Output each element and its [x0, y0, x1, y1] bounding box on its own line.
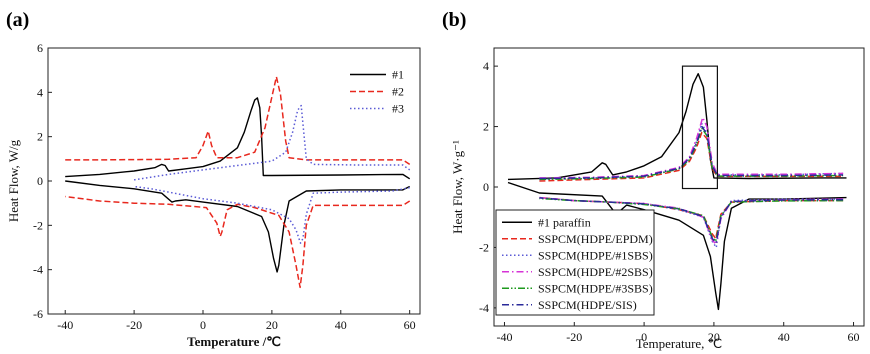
series-line-sspcm-hdpe-sis-heating — [539, 125, 844, 180]
series-line-1-paraffin-cooling — [507, 181, 847, 311]
y-tick-label: 0 — [483, 180, 489, 194]
panel-a-label: (a) — [6, 9, 29, 31]
legend-label: #3 — [392, 102, 404, 116]
y-tick-label: -2 — [33, 218, 43, 232]
panel-b-x-axis-title: Temperature, ℃ — [636, 336, 723, 351]
x-tick-label: 0 — [200, 318, 206, 332]
series-line-3-cooling — [134, 185, 410, 244]
panel-b-y-axis-title: Heat Flow, W·g⁻¹ — [450, 140, 465, 234]
legend-label: SSPCM(HDPE/#3SBS) — [538, 281, 653, 295]
x-tick-label: 20 — [708, 330, 720, 344]
series-line-sspcm-hdpe-sis-cooling — [539, 197, 844, 244]
panel-a-legend: #1 #2 #3 — [350, 68, 404, 116]
panel-a-x-axis-title: Temperature /℃ — [187, 334, 281, 349]
y-tick-label: -6 — [33, 307, 43, 321]
legend-label: SSPCM(HDPE/#1SBS) — [538, 248, 653, 262]
x-tick-label: 60 — [848, 330, 860, 344]
y-tick-label: 0 — [37, 174, 43, 188]
legend-label: SSPCM(HDPE/SIS) — [538, 298, 637, 312]
x-tick-label: -20 — [566, 330, 582, 344]
x-tick-label: 40 — [778, 330, 790, 344]
series-line-sspcm-hdpe-epdm-heating — [539, 131, 844, 182]
series-line-2-cooling — [65, 195, 411, 289]
x-tick-label: -40 — [496, 330, 512, 344]
legend-label: #1 paraffin — [538, 215, 591, 229]
y-tick-label: -4 — [33, 263, 43, 277]
panel-b-label: (b) — [442, 9, 466, 31]
y-tick-label: 6 — [37, 41, 43, 55]
legend-label: SSPCM(HDPE/#2SBS) — [538, 265, 653, 279]
panel-b-legend: #1 paraffin SSPCM(HDPE/EPDM) SSPCM(HDPE/#1… — [495, 209, 655, 316]
y-tick-label: 2 — [483, 120, 489, 134]
y-tick-label: 4 — [37, 85, 43, 99]
legend-label: #2 — [392, 85, 404, 99]
x-tick-label: -20 — [126, 318, 142, 332]
panel-a-frame — [47, 47, 421, 315]
series-line-3-heating — [133, 104, 411, 181]
panel-a-y-axis-title: Heat Flow, W/g — [6, 139, 21, 222]
x-tick-label: 0 — [641, 330, 647, 344]
series-line-1-heating — [65, 97, 411, 180]
series-line-1-paraffin-heating — [507, 73, 847, 181]
legend-frame — [495, 209, 655, 316]
x-tick-label: 40 — [335, 318, 347, 332]
y-tick-label: -4 — [479, 301, 489, 315]
series-line-1-cooling — [65, 180, 411, 273]
x-tick-label: 60 — [404, 318, 416, 332]
panel-a-series-group — [65, 76, 411, 289]
x-tick-label: -40 — [57, 318, 73, 332]
y-tick-label: 4 — [483, 59, 489, 73]
panel-b-highlight-box — [681, 65, 718, 190]
series-line-2-heating — [65, 76, 411, 166]
x-tick-label: 20 — [266, 318, 278, 332]
series-line-sspcm-hdpe-2sbs-heating — [539, 116, 844, 179]
legend-label: SSPCM(HDPE/EPDM) — [538, 232, 653, 246]
peak-highlight-rectangle — [681, 65, 718, 190]
legend-label: #1 — [392, 68, 404, 82]
panel-b-series-group — [507, 73, 847, 311]
y-tick-label: 2 — [37, 130, 43, 144]
y-tick-label: -2 — [479, 240, 489, 254]
